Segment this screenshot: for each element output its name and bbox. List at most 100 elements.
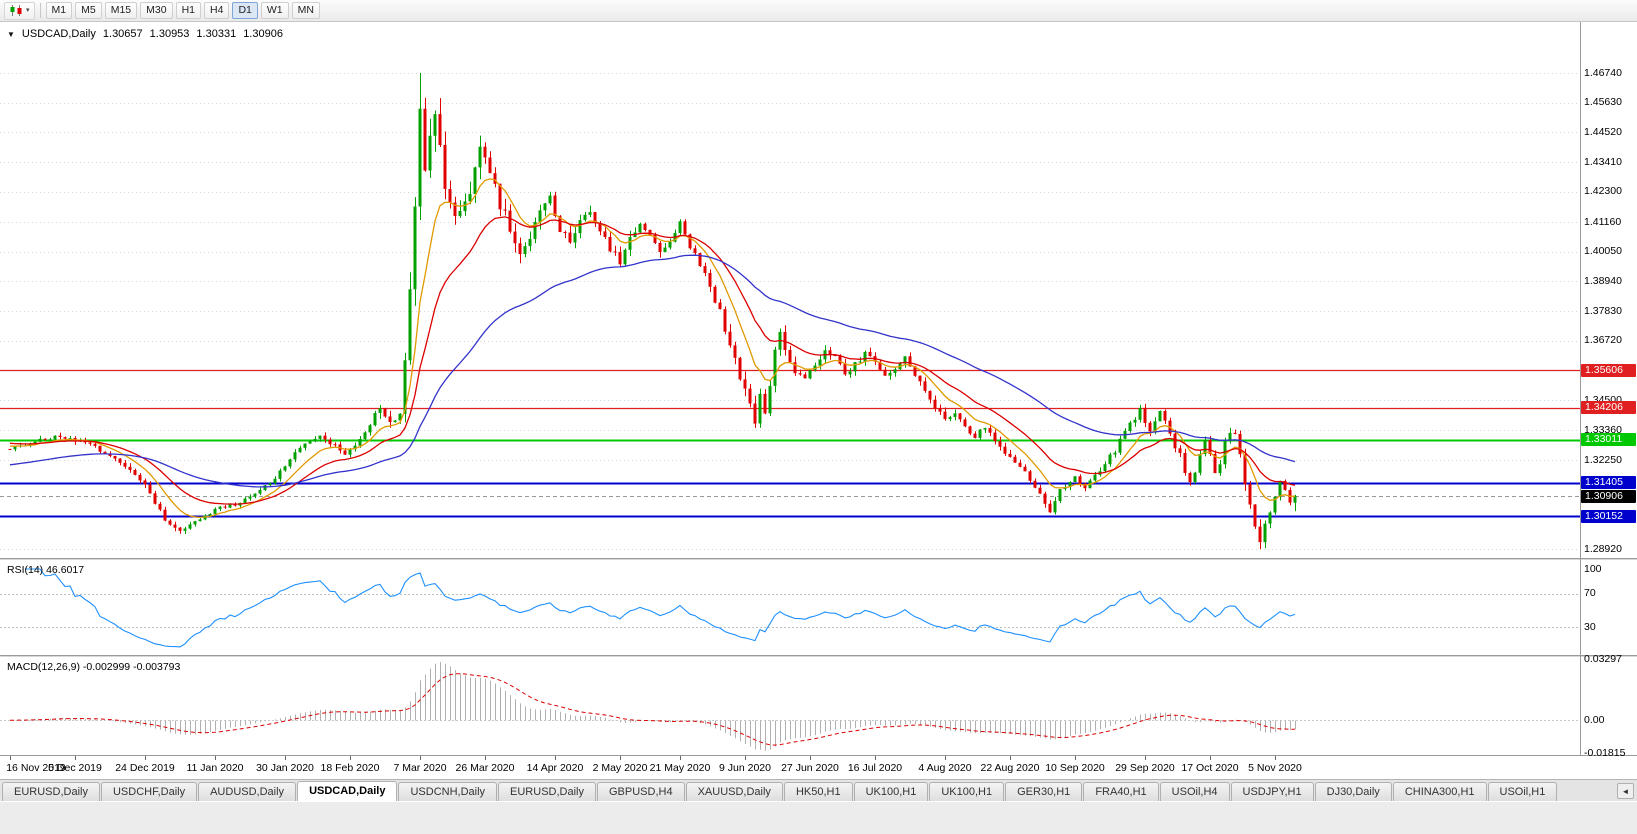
main-price-chart[interactable]	[0, 22, 1637, 558]
time-axis-tick	[145, 756, 146, 760]
timeframe-button-w1[interactable]: W1	[260, 2, 289, 19]
date-label-10-sep-2020: 10 Sep 2020	[1045, 762, 1105, 774]
tab-gbpusd-h4-6[interactable]: GBPUSD,H4	[597, 782, 685, 801]
timeframe-button-mn[interactable]: MN	[291, 2, 320, 19]
time-axis-tick	[285, 756, 286, 760]
time-axis-tick	[1075, 756, 1076, 760]
chart-tab-bar: EURUSD,Daily USDCHF,Daily AUDUSD,Daily USDC…	[0, 779, 1637, 801]
tab-audusd-daily-2[interactable]: AUDUSD,Daily	[198, 782, 297, 801]
price-axis-label-1.46740: 1.46740	[1584, 66, 1622, 79]
price-axis-label-1.41160: 1.41160	[1584, 215, 1622, 228]
time-axis-tick	[810, 756, 811, 760]
price-axis-border	[1580, 22, 1581, 755]
price-axis-label-1.44520: 1.44520	[1584, 125, 1622, 138]
tab-eurusd-daily-5[interactable]: EURUSD,Daily	[498, 782, 596, 801]
price-axis-label-1.34206: 1.34206	[1581, 401, 1636, 415]
date-label-26-mar-2020: 26 Mar 2020	[455, 762, 515, 774]
tab-uk100-h1-9[interactable]: UK100,H1	[853, 782, 929, 801]
tab-hk50-h1-8[interactable]: HK50,H1	[783, 782, 853, 801]
timeframe-button-m30[interactable]: M30	[140, 2, 173, 19]
tab-uk100-h1-10[interactable]: UK100,H1	[929, 782, 1005, 801]
date-label-11-jan-2020: 11 Jan 2020	[186, 762, 244, 774]
time-axis-tick	[485, 756, 486, 760]
ohlc-high: 1.30953	[149, 28, 190, 40]
timeframe-button-m1[interactable]: M1	[45, 2, 73, 19]
timeframe-button-h1[interactable]: H1	[175, 2, 202, 19]
date-label-7-mar-2020: 7 Mar 2020	[393, 762, 447, 774]
tab-usoil-h1-17[interactable]: USOil,H1	[1487, 782, 1558, 801]
time-axis-tick	[745, 756, 746, 760]
top-toolbar: ▾ M1 M5 M15 M30 H1 H4 D1 W1 MN	[0, 0, 1637, 22]
price-axis-label-1.35606: 1.35606	[1581, 363, 1636, 377]
time-axis-tick	[1275, 756, 1276, 760]
time-axis-tick	[350, 756, 351, 760]
price-axis-label-1.30152: 1.30152	[1581, 509, 1636, 523]
price-axis-label-1.33011: 1.33011	[1581, 433, 1636, 447]
price-axis-label-1.42300: 1.42300	[1584, 185, 1622, 198]
time-axis-tick	[620, 756, 621, 760]
timeframe-button-m15[interactable]: M15	[104, 2, 138, 19]
one-click-trading-arrow[interactable]: ▼	[7, 29, 15, 39]
status-bar	[0, 801, 1637, 834]
time-axis-tick	[10, 756, 11, 760]
price-axis-label-1.38940: 1.38940	[1584, 274, 1622, 287]
timeframe-button-d1[interactable]: D1	[232, 2, 258, 19]
tab-xauusd-daily-7[interactable]: XAUUSD,Daily	[685, 782, 783, 801]
date-label-4-aug-2020: 4 Aug 2020	[918, 762, 972, 774]
date-label-30-jan-2020: 30 Jan 2020	[256, 762, 314, 774]
chart-type-dropdown[interactable]: ▾	[4, 1, 35, 20]
rsi-axis-label-30: 30	[1584, 620, 1596, 633]
tab-ger30-h1-11[interactable]: GER30,H1	[1005, 782, 1083, 801]
rsi-axis-label-70: 70	[1584, 587, 1596, 600]
tab-dj30-daily-15[interactable]: DJ30,Daily	[1314, 782, 1392, 801]
rsi-label: RSI(14) 46.6017	[7, 564, 85, 576]
time-axis-tick	[1145, 756, 1146, 760]
rsi-indicator-chart[interactable]	[0, 561, 1637, 655]
macd-axis-label-0.03297: 0.03297	[1584, 653, 1622, 666]
rsi-axis-label-100: 100	[1584, 562, 1602, 575]
date-label-9-jun-2020: 9 Jun 2020	[719, 762, 771, 774]
tab-eurusd-daily-0[interactable]: EURUSD,Daily	[2, 782, 100, 801]
panel-splitter-macd[interactable]	[0, 655, 1637, 658]
time-axis[interactable]: 16 Nov 2019 5 Dec 2019 24 Dec 2019 11 Jan 2…	[0, 755, 1637, 779]
time-axis-tick	[420, 756, 421, 760]
date-label-17-oct-2020: 17 Oct 2020	[1181, 762, 1239, 774]
tab-usdcad-daily-3[interactable]: USDCAD,Daily	[297, 781, 398, 801]
tab-usoil-h4-13[interactable]: USOil,H4	[1159, 782, 1230, 801]
price-axis-label-1.37830: 1.37830	[1584, 304, 1622, 317]
ohlc-low: 1.30331	[196, 28, 237, 40]
price-axis-label-1.36720: 1.36720	[1584, 334, 1622, 347]
date-label-14-apr-2020: 14 Apr 2020	[526, 762, 584, 774]
toolbar-separator	[39, 3, 41, 18]
time-axis-tick	[215, 756, 216, 760]
chevron-down-icon: ▾	[26, 7, 30, 14]
timeframe-buttons: M1 M5 M15 M30 H1 H4 D1 W1 MN	[45, 2, 320, 19]
time-axis-tick	[945, 756, 946, 760]
tab-usdjpy-h1-14[interactable]: USDJPY,H1	[1230, 782, 1314, 801]
timeframe-button-m5[interactable]: M5	[75, 2, 102, 19]
macd-indicator-chart[interactable]	[0, 658, 1637, 755]
tab-scroll-left-button[interactable]: ◄	[1617, 783, 1634, 799]
timeframe-button-h4[interactable]: H4	[204, 2, 230, 19]
time-axis-tick	[1010, 756, 1011, 760]
chart-ohlc-header: ▼ USDCAD,Daily 1.30657 1.30953 1.30331 1…	[7, 28, 283, 40]
current-price-axis-label: 1.30906	[1581, 489, 1636, 503]
time-axis-tick	[680, 756, 681, 760]
date-label-2-may-2020: 2 May 2020	[592, 762, 648, 774]
price-axis-label-1.28920: 1.28920	[1584, 542, 1622, 555]
date-label-21-may-2020: 21 May 2020	[649, 762, 711, 774]
panel-splitter-rsi[interactable]	[0, 558, 1637, 561]
tab-fra40-h1-12[interactable]: FRA40,H1	[1083, 782, 1159, 801]
tab-china300-h1-16[interactable]: CHINA300,H1	[1392, 782, 1487, 801]
date-label-16-jul-2020: 16 Jul 2020	[847, 762, 903, 774]
chart-symbol-period: USDCAD,Daily	[21, 28, 96, 40]
time-axis-tick	[875, 756, 876, 760]
price-axis-label-1.32250: 1.32250	[1584, 453, 1622, 466]
ohlc-open: 1.30657	[102, 28, 143, 40]
price-axis-label-1.31405: 1.31405	[1581, 476, 1636, 490]
price-axis-label-1.45630: 1.45630	[1584, 96, 1622, 109]
tab-usdchf-daily-1[interactable]: USDCHF,Daily	[100, 782, 198, 801]
tab-usdcnh-daily-4[interactable]: USDCNH,Daily	[398, 782, 498, 801]
candlestick-chart-icon	[10, 5, 22, 16]
